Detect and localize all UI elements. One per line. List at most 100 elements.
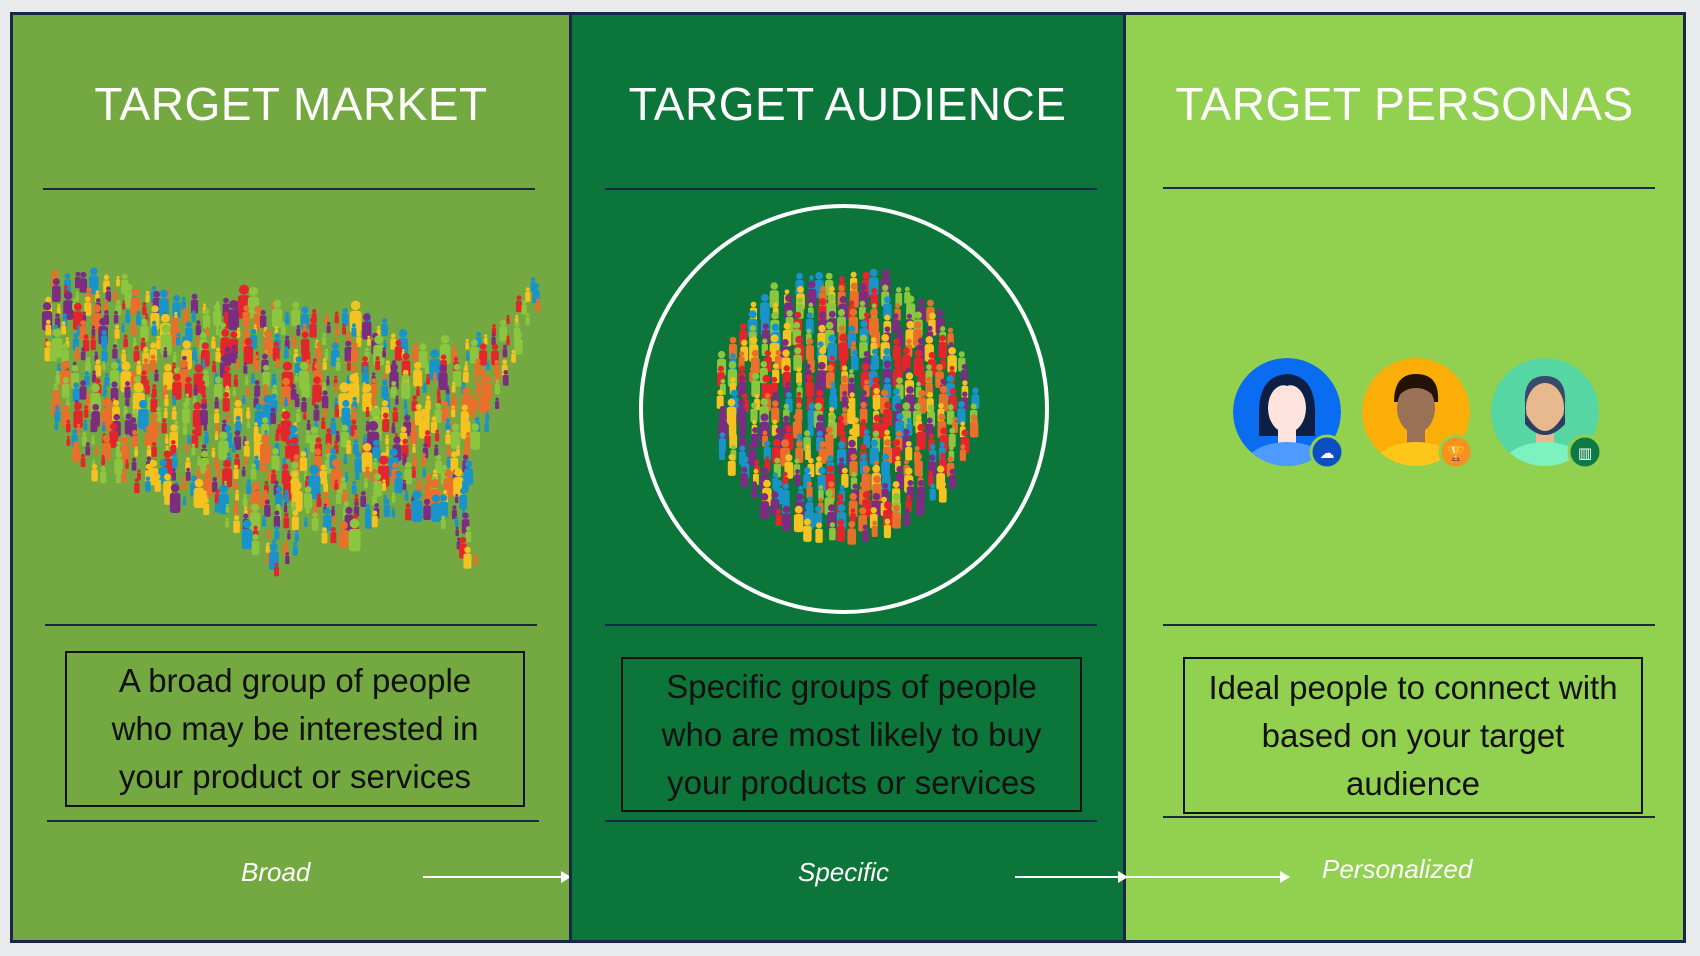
person-figure (422, 467, 426, 478)
person-figure (74, 346, 80, 361)
person-figure (960, 429, 970, 454)
person-figure (759, 493, 770, 519)
person-figure (83, 405, 89, 418)
person-figure (151, 442, 157, 458)
person-figure (382, 347, 386, 358)
person-figure (151, 320, 157, 336)
person-figure (348, 518, 361, 552)
person-figure (73, 402, 83, 429)
person-figure (164, 486, 171, 505)
person-figure (474, 373, 478, 383)
person-figure (334, 479, 339, 490)
person-figure (61, 377, 70, 399)
person-figure (471, 393, 478, 411)
person-figure (751, 372, 761, 397)
person-figure (294, 393, 300, 408)
person-figure (914, 453, 923, 477)
person-figure (851, 349, 859, 371)
person-figure (829, 522, 836, 541)
person-figure (79, 271, 88, 293)
person-figure (332, 515, 337, 525)
bearded-man-avatar: ▥ (1491, 358, 1603, 470)
target-audience-panel: TARGET AUDIENCE Specific groups of peopl… (569, 15, 1128, 940)
person-figure (917, 389, 927, 414)
person-figure (465, 338, 470, 350)
person-figure (841, 407, 849, 426)
person-figure (771, 419, 778, 436)
person-figure (233, 500, 239, 515)
person-figure (381, 479, 387, 491)
person-figure (346, 440, 352, 454)
person-figure (404, 490, 409, 501)
person-figure (233, 479, 238, 491)
person-figure (241, 519, 253, 550)
person-figure (514, 331, 523, 355)
person-figure (275, 486, 283, 508)
person-figure (344, 340, 353, 362)
scale-label-personalized: Personalized (1322, 854, 1473, 884)
person-figure (423, 498, 431, 520)
person-figure (134, 478, 140, 494)
person-figure (902, 347, 911, 372)
person-figure (181, 476, 187, 491)
person-figure (435, 429, 440, 442)
person-figure (246, 419, 251, 429)
person-figure (837, 441, 847, 467)
person-figure (193, 384, 198, 396)
person-figure (123, 334, 128, 348)
person-figure (474, 358, 482, 377)
person-figure (214, 408, 220, 424)
person-figure (81, 431, 88, 446)
person-figure (815, 389, 824, 414)
person-figure (346, 359, 351, 371)
arrow-right-icon (423, 871, 571, 883)
person-figure (371, 510, 378, 528)
person-figure (916, 423, 926, 450)
person-figure (74, 271, 81, 289)
person-figure (383, 498, 391, 517)
person-figure (241, 466, 246, 477)
person-figure (200, 380, 206, 395)
person-figure (131, 429, 138, 448)
person-figure (350, 341, 359, 363)
person-figure (164, 394, 169, 407)
person-figure (486, 360, 490, 371)
person-figure (155, 406, 162, 423)
person-figure (391, 492, 396, 503)
person-figure (321, 390, 329, 409)
description-box: A broad group of people who may be inter… (65, 651, 525, 807)
person-figure (132, 337, 137, 349)
divider (43, 188, 535, 190)
person-figure (390, 333, 397, 350)
person-figure (110, 381, 119, 403)
person-figure (249, 328, 258, 349)
person-figure (466, 350, 470, 361)
person-figure (334, 404, 340, 418)
person-figure (431, 416, 438, 434)
person-figure (300, 306, 310, 331)
person-figure (903, 508, 911, 527)
person-figure (264, 499, 271, 517)
person-figure (525, 313, 530, 325)
person-figure (104, 372, 110, 387)
person-figure (459, 487, 468, 510)
person-figure (535, 298, 541, 312)
person-figure (94, 359, 102, 377)
person-figure (214, 396, 219, 409)
person-figure (274, 562, 280, 577)
person-figure (927, 470, 934, 486)
person-figure (438, 364, 448, 391)
person-figure (295, 408, 301, 423)
person-figure (796, 367, 802, 384)
person-figure (304, 486, 313, 509)
person-figure (266, 469, 271, 481)
person-figure (125, 459, 129, 469)
person-figure (804, 502, 815, 530)
person-figure (226, 412, 231, 422)
person-figure (283, 512, 290, 529)
person-figure (938, 334, 947, 359)
person-figure (291, 301, 301, 327)
person-figure (352, 360, 357, 373)
person-figure (841, 390, 848, 408)
person-figure (103, 299, 108, 312)
